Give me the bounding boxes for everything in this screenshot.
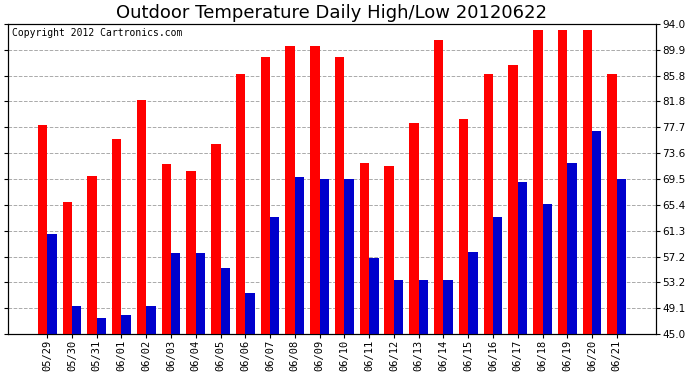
Bar [592,131,602,375]
Bar [88,176,97,375]
Bar [72,306,81,375]
Bar [38,125,47,375]
Bar [295,177,304,375]
Bar [310,46,319,375]
Bar [469,252,477,375]
Bar [47,234,57,375]
Bar [319,179,329,375]
Bar [617,179,627,375]
Bar [63,202,72,375]
Bar [509,65,518,375]
Bar [434,39,444,375]
Bar [558,30,567,375]
Bar [286,46,295,375]
Bar [261,57,270,375]
Bar [484,74,493,375]
Bar [533,30,542,375]
Bar [137,100,146,375]
Bar [186,171,196,375]
Bar [419,280,428,375]
Bar [335,57,344,375]
Bar [567,163,577,375]
Bar [409,123,419,375]
Bar [196,253,205,375]
Bar [542,204,552,375]
Bar [493,217,502,375]
Bar [171,253,180,375]
Bar [344,179,354,375]
Bar [384,166,394,375]
Bar [459,119,469,375]
Bar [369,258,379,375]
Bar [211,144,221,375]
Bar [444,280,453,375]
Bar [518,182,527,375]
Bar [236,74,246,375]
Bar [359,163,369,375]
Bar [97,318,106,375]
Title: Outdoor Temperature Daily High/Low 20120622: Outdoor Temperature Daily High/Low 20120… [117,4,547,22]
Bar [121,315,131,375]
Bar [582,30,592,375]
Text: Copyright 2012 Cartronics.com: Copyright 2012 Cartronics.com [12,28,182,38]
Bar [161,164,171,375]
Bar [221,267,230,375]
Bar [146,306,156,375]
Bar [112,139,121,375]
Bar [270,217,279,375]
Bar [394,280,404,375]
Bar [607,74,617,375]
Bar [246,293,255,375]
